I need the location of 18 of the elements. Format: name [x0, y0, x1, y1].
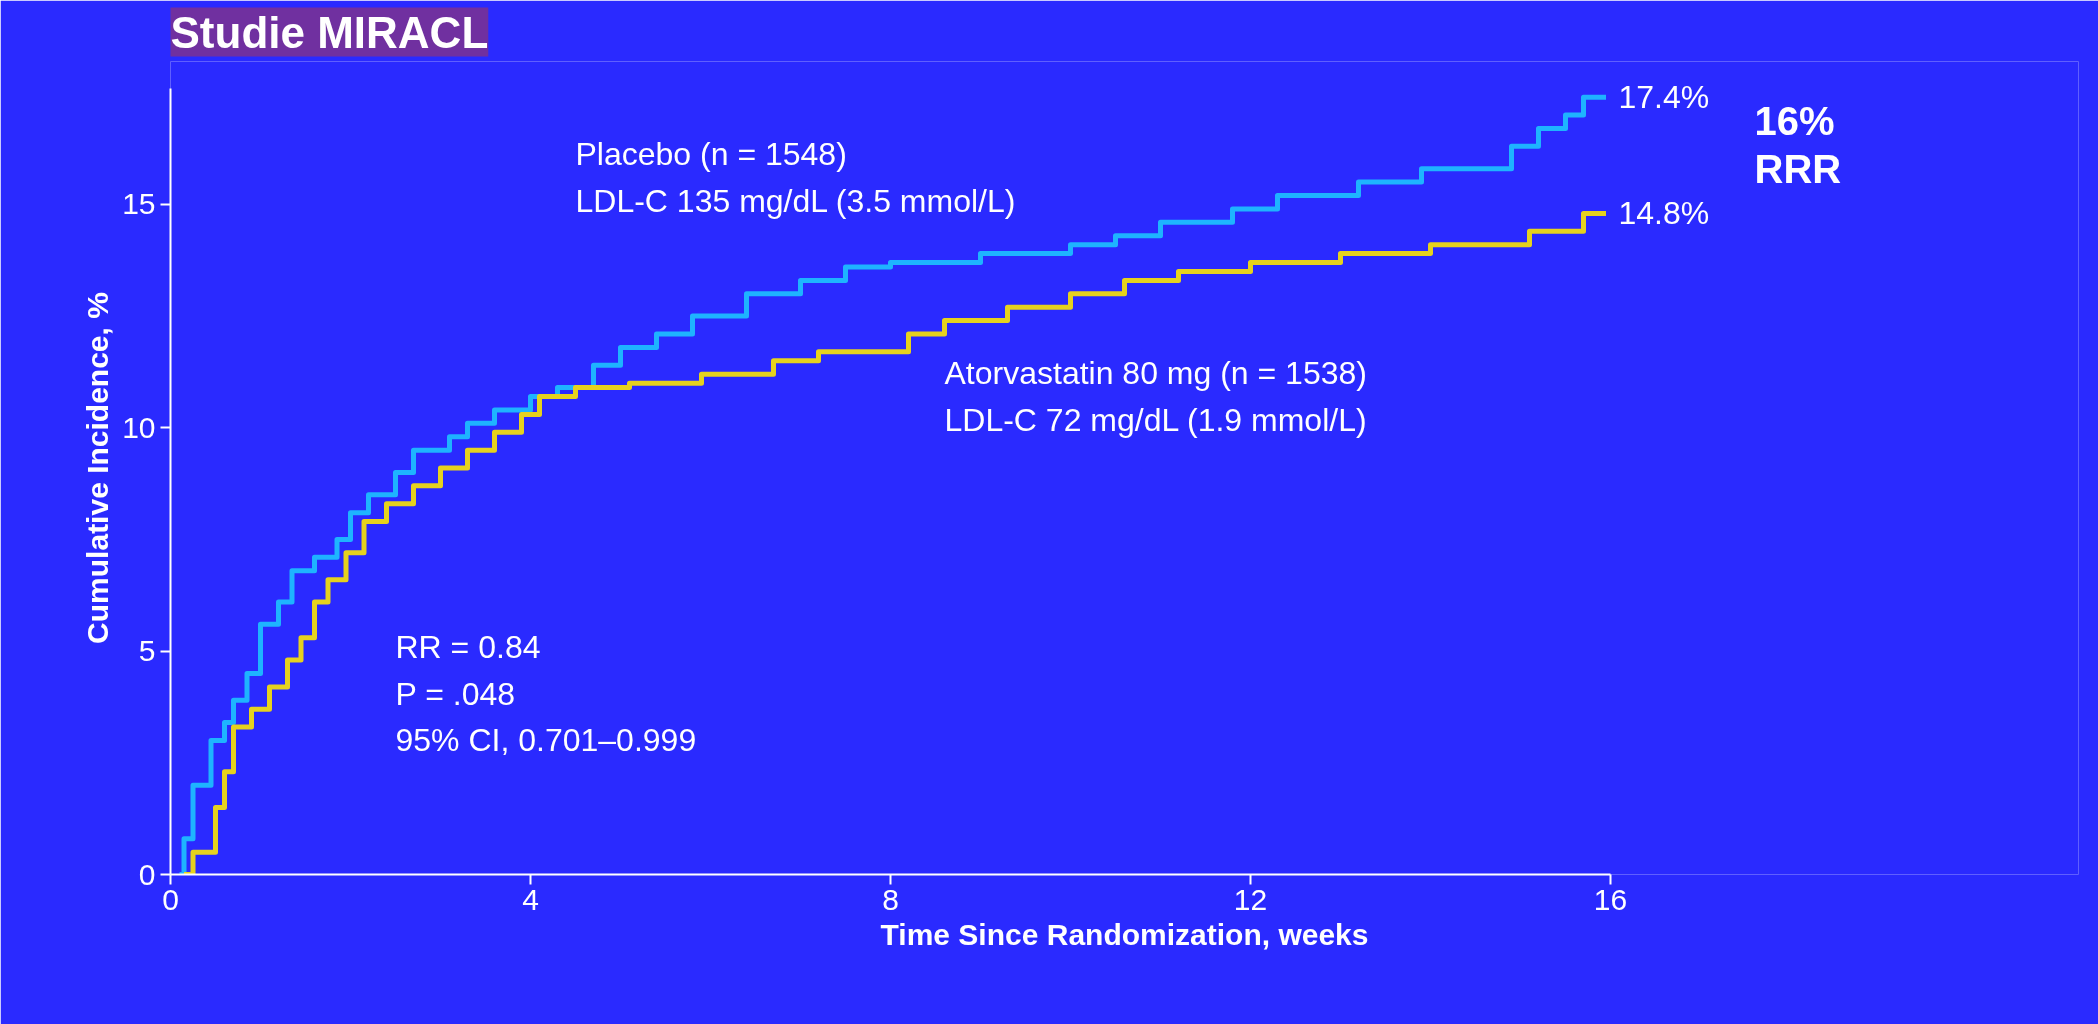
x-tick-label: 8	[882, 882, 899, 916]
x-tick-label: 12	[1233, 882, 1268, 916]
chart-title: Studie MIRACL	[170, 7, 489, 57]
y-tick-label: 10	[122, 410, 156, 444]
annotation: RR = 0.84 P = .048 95% CI, 0.701–0.999	[395, 628, 697, 759]
text: 16% RRR	[1754, 98, 1842, 192]
y-axis-title: Cumulative Incidence, %	[81, 292, 115, 644]
annotation: 17.4%	[1618, 79, 1710, 116]
series-label: Placebo (n = 1548) LDL-C 135 mg/dL (3.5 mmol/L)	[575, 136, 1016, 220]
y-tick-label: 15	[122, 187, 156, 221]
x-tick-label: 16	[1593, 882, 1628, 916]
annotation: 14.8%	[1618, 195, 1710, 232]
x-axis-title: Time Since Randomization, weeks	[880, 917, 1369, 951]
y-tick-label: 5	[138, 634, 156, 668]
x-tick-label: 4	[522, 882, 539, 916]
x-tick-label: 0	[162, 882, 179, 916]
series-label: Atorvastatin 80 mg (n = 1538) LDL-C 72 mg/dL (1.9 mmol/L)	[944, 355, 1367, 438]
y-tick-label: 0	[138, 857, 156, 891]
